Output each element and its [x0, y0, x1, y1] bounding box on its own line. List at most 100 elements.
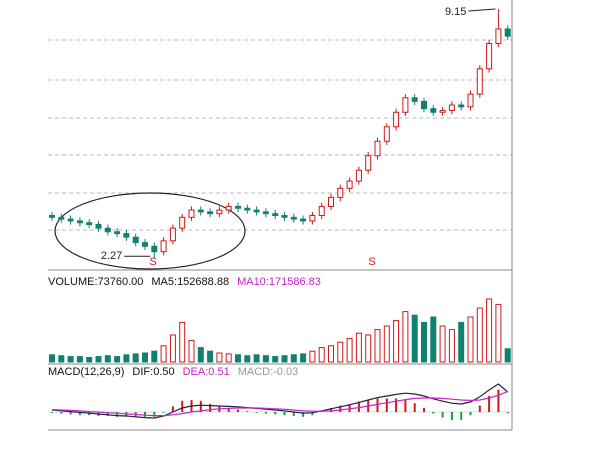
volume-bar [151, 350, 158, 363]
candle-body [374, 140, 381, 157]
candle-body [142, 242, 148, 247]
volume-bar [439, 325, 446, 363]
volume-bar [346, 338, 353, 363]
volume-bar [123, 354, 130, 363]
candle-body [123, 233, 130, 238]
candle-body [309, 214, 316, 222]
candle-body [151, 245, 158, 253]
candle-body [207, 211, 214, 215]
annotation-arrow [468, 8, 496, 12]
volume-bar [495, 303, 502, 363]
candle-body [448, 104, 455, 111]
candle-body [355, 169, 362, 182]
volume-bar [132, 353, 139, 363]
signal-icon: S [149, 256, 156, 268]
candle-body [104, 227, 111, 233]
candle-body [383, 126, 390, 142]
volume-bar [337, 341, 344, 363]
volume-bar [300, 353, 307, 363]
candle-body [486, 42, 493, 70]
volume-bar [197, 347, 204, 363]
candle-body [411, 97, 418, 102]
volume-bar [504, 348, 511, 363]
candle-body [495, 28, 502, 44]
panel-header: DEA:0.51 [183, 366, 230, 378]
volume-bar [467, 316, 474, 363]
candle-body [365, 155, 372, 171]
volume-bar [328, 345, 334, 363]
volume-bar [95, 356, 102, 363]
candle-body [95, 224, 102, 229]
candle-body [67, 218, 74, 222]
candle-body [328, 196, 334, 207]
volume-bar [216, 352, 223, 363]
volume-bar [188, 339, 195, 363]
candle-body [179, 216, 186, 229]
candle-body [114, 231, 121, 235]
candle-body [197, 209, 204, 213]
candle-body [476, 68, 483, 95]
panel-header: DIF:0.50 [132, 366, 174, 378]
candle-body [216, 209, 223, 215]
candle-body [244, 207, 251, 211]
panel-header: MA5:152688.88 [151, 276, 229, 288]
volume-bar [262, 355, 269, 363]
volume-bar [309, 350, 316, 363]
volume-bar [393, 320, 400, 363]
signal-icon: S [368, 256, 375, 268]
annotation: 2.27 [101, 250, 122, 262]
candle-body [58, 216, 65, 220]
grid [48, 39, 512, 231]
candle-body [337, 187, 344, 198]
volume-bar [114, 356, 121, 363]
volume-bar [207, 350, 214, 363]
candle-body [402, 97, 409, 113]
volume-bar [476, 307, 483, 363]
candle-body [160, 240, 167, 253]
candle-body [504, 28, 511, 37]
candle-body [318, 205, 325, 216]
volume-bar [244, 355, 251, 363]
volume-bar [448, 329, 455, 363]
volume-bar [374, 329, 381, 363]
volume-bar [58, 355, 65, 363]
volume-bar [272, 356, 279, 363]
candle-body [393, 111, 400, 128]
volume-bar [179, 321, 186, 363]
panel-header: MACD(12,26,9) [48, 366, 124, 378]
volume-bar [49, 354, 55, 363]
volume-bar [253, 354, 260, 363]
volume-bar [486, 298, 493, 363]
volume-bar [169, 334, 176, 363]
candle-body [132, 236, 139, 244]
candle-body [300, 218, 307, 222]
candle-body [76, 220, 83, 224]
dea-line [51, 391, 508, 417]
volume-bar [458, 321, 465, 363]
highlight-ellipse [54, 192, 246, 270]
volume-bar [290, 354, 297, 363]
volume-bar [160, 345, 167, 363]
candle-body [421, 100, 427, 110]
volume-bar [76, 356, 83, 363]
volume-bar [402, 311, 409, 363]
panel-header: MACD:-0.03 [238, 366, 299, 378]
volume-bar [421, 321, 427, 363]
volume-bar [355, 332, 362, 363]
candle-body [272, 213, 279, 216]
candle-body [262, 211, 269, 215]
panel-header: VOLUME:73760.00 [48, 276, 143, 288]
annotation: 9.15 [445, 6, 466, 18]
candle-body [169, 227, 176, 242]
volume-bar [86, 357, 93, 363]
candle-body [253, 209, 260, 213]
volume-bar [104, 355, 111, 363]
volume-bar [235, 354, 241, 363]
candle-body [458, 104, 465, 108]
candle-body [346, 180, 353, 189]
candle-body [225, 205, 232, 211]
candle-body [290, 216, 297, 220]
volume-bar [411, 314, 418, 363]
